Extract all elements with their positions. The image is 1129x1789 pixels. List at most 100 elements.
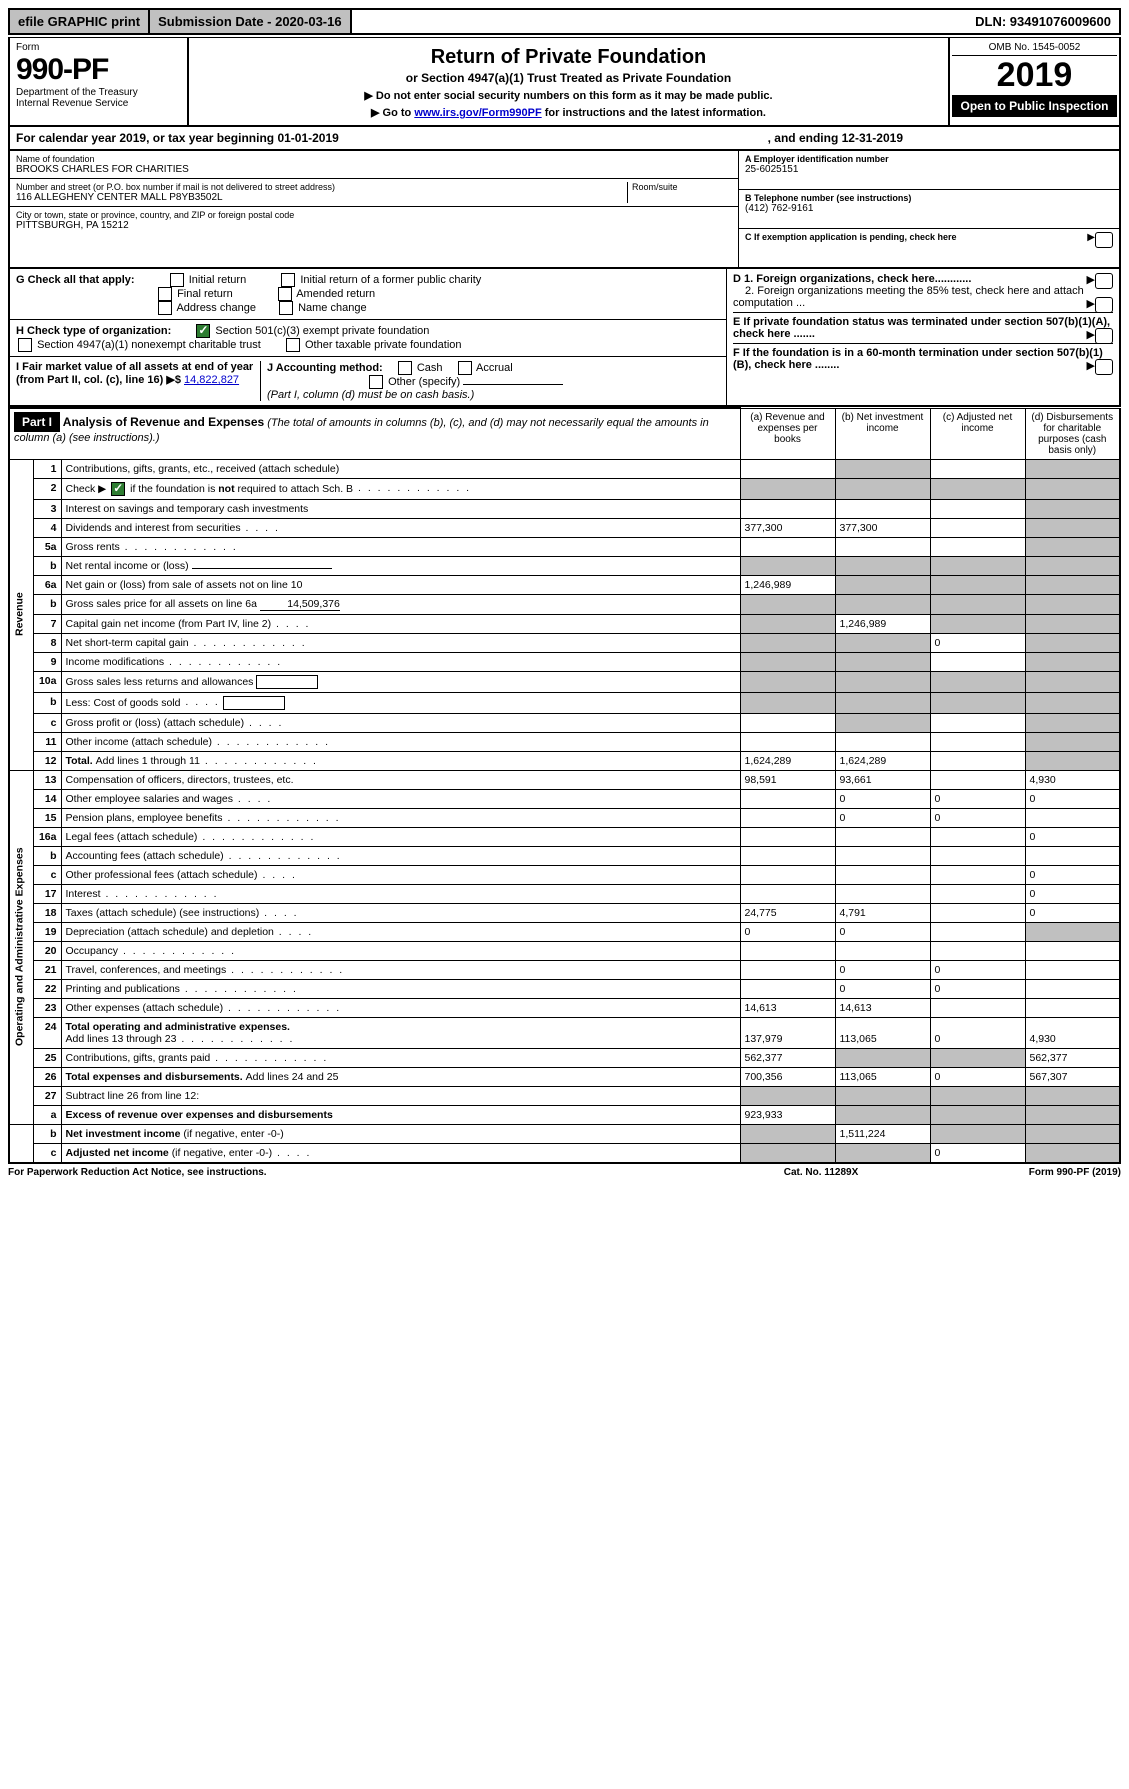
table-row: 2 Check ▶ if the foundation is not requi… xyxy=(9,478,1120,499)
table-row: aExcess of revenue over expenses and dis… xyxy=(9,1105,1120,1124)
60month-checkbox[interactable] xyxy=(1095,359,1113,375)
table-row: 16aLegal fees (attach schedule)0 xyxy=(9,827,1120,846)
table-row: Revenue 1Contributions, gifts, grants, e… xyxy=(9,459,1120,478)
f-row: F If the foundation is in a 60-month ter… xyxy=(733,347,1113,371)
part1-table: Part I Analysis of Revenue and Expenses … xyxy=(8,407,1121,1164)
table-row: 9Income modifications xyxy=(9,652,1120,671)
goto-note: ▶ Go to www.irs.gov/Form990PF for instru… xyxy=(195,106,942,119)
table-row: bGross sales price for all assets on lin… xyxy=(9,594,1120,614)
other-taxable-checkbox[interactable] xyxy=(286,338,300,352)
cat-number: Cat. No. 11289X xyxy=(721,1167,921,1178)
table-row: 6aNet gain or (loss) from sale of assets… xyxy=(9,575,1120,594)
table-row: 25Contributions, gifts, grants paid562,3… xyxy=(9,1048,1120,1067)
fmv-value[interactable]: 14,822,827 xyxy=(184,374,239,386)
table-row: 26Total expenses and disbursements. Add … xyxy=(9,1067,1120,1086)
room-suite-label: Room/suite xyxy=(632,182,732,192)
form-footer-label: Form 990-PF (2019) xyxy=(921,1167,1121,1178)
85pct-checkbox[interactable] xyxy=(1095,297,1113,313)
check-section: G Check all that apply: Initial return I… xyxy=(8,269,1121,407)
sch-b-checkbox[interactable] xyxy=(111,482,125,496)
efile-print-button[interactable]: efile GRAPHIC print xyxy=(10,10,150,33)
phone-row: B Telephone number (see instructions) (4… xyxy=(739,190,1119,229)
cash-checkbox[interactable] xyxy=(398,361,412,375)
entity-block: Name of foundation BROOKS CHARLES FOR CH… xyxy=(8,151,1121,269)
table-row: 3Interest on savings and temporary cash … xyxy=(9,499,1120,518)
irs-link[interactable]: www.irs.gov/Form990PF xyxy=(414,107,541,119)
header-center: Return of Private Foundation or Section … xyxy=(189,38,948,125)
submission-date: Submission Date - 2020-03-16 xyxy=(150,10,352,33)
expenses-side-label: Operating and Administrative Expenses xyxy=(9,770,33,1124)
table-row: 4Dividends and interest from securities3… xyxy=(9,518,1120,537)
foundation-name-row: Name of foundation BROOKS CHARLES FOR CH… xyxy=(10,151,738,179)
city-state-zip: PITTSBURGH, PA 15212 xyxy=(16,220,732,231)
table-row: Operating and Administrative Expenses 13… xyxy=(9,770,1120,789)
paperwork-notice: For Paperwork Reduction Act Notice, see … xyxy=(8,1167,721,1178)
part1-label: Part I xyxy=(14,412,60,432)
header-left: Form 990-PF Department of the Treasury I… xyxy=(10,38,189,125)
city-row: City or town, state or province, country… xyxy=(10,207,738,234)
form-title: Return of Private Foundation xyxy=(195,46,942,69)
ssn-note: ▶ Do not enter social security numbers o… xyxy=(195,89,942,102)
table-row: 19Depreciation (attach schedule) and dep… xyxy=(9,922,1120,941)
other-method-checkbox[interactable] xyxy=(369,375,383,389)
calendar-year-row: For calendar year 2019, or tax year begi… xyxy=(8,127,1121,151)
foundation-name: BROOKS CHARLES FOR CHARITIES xyxy=(16,164,732,175)
foreign-org-checkbox[interactable] xyxy=(1095,273,1113,289)
col-a-header: (a) Revenue and expenses per books xyxy=(740,408,835,459)
table-row: 10aGross sales less returns and allowanc… xyxy=(9,671,1120,692)
part1-title: Analysis of Revenue and Expenses xyxy=(63,415,264,429)
tax-year: 2019 xyxy=(952,56,1117,95)
table-row: 22Printing and publications00 xyxy=(9,979,1120,998)
table-row: 27Subtract line 26 from line 12: xyxy=(9,1086,1120,1105)
col-c-header: (c) Adjusted net income xyxy=(930,408,1025,459)
table-row: bLess: Cost of goods sold xyxy=(9,692,1120,713)
cal-year-end: , and ending 12-31-2019 xyxy=(768,131,903,145)
d-row: D 1. Foreign organizations, check here..… xyxy=(733,273,1113,313)
table-row: bNet investment income (if negative, ent… xyxy=(9,1124,1120,1143)
table-row: 17Interest0 xyxy=(9,884,1120,903)
street-address: 116 ALLEGHENY CENTER MALL P8YB3502L xyxy=(16,192,627,203)
initial-return-checkbox[interactable] xyxy=(170,273,184,287)
501c3-checkbox[interactable] xyxy=(196,324,210,338)
g-row: G Check all that apply: Initial return I… xyxy=(10,269,726,320)
table-row: 8Net short-term capital gain0 xyxy=(9,633,1120,652)
table-row: 18Taxes (attach schedule) (see instructi… xyxy=(9,903,1120,922)
phone-value: (412) 762-9161 xyxy=(745,203,1113,214)
name-change-checkbox[interactable] xyxy=(279,301,293,315)
col-b-header: (b) Net investment income xyxy=(835,408,930,459)
exemption-checkbox[interactable] xyxy=(1095,232,1113,248)
dept-label: Department of the Treasury xyxy=(16,87,181,98)
address-row: Number and street (or P.O. box number if… xyxy=(10,179,738,207)
table-row: 21Travel, conferences, and meetings00 xyxy=(9,960,1120,979)
table-row: 14Other employee salaries and wages000 xyxy=(9,789,1120,808)
table-row: cAdjusted net income (if negative, enter… xyxy=(9,1143,1120,1163)
dln-label: DLN: 93491076009600 xyxy=(352,10,1119,33)
table-row: cGross profit or (loss) (attach schedule… xyxy=(9,713,1120,732)
initial-public-checkbox[interactable] xyxy=(281,273,295,287)
cal-year-begin: For calendar year 2019, or tax year begi… xyxy=(16,131,339,145)
top-bar: efile GRAPHIC print Submission Date - 20… xyxy=(8,8,1121,35)
header-right: OMB No. 1545-0052 2019 Open to Public In… xyxy=(948,38,1119,125)
table-row: 24Total operating and administrative exp… xyxy=(9,1017,1120,1048)
open-public-badge: Open to Public Inspection xyxy=(952,95,1117,117)
table-row: 11Other income (attach schedule) xyxy=(9,732,1120,751)
amended-return-checkbox[interactable] xyxy=(278,287,292,301)
accrual-checkbox[interactable] xyxy=(458,361,472,375)
address-change-checkbox[interactable] xyxy=(158,301,172,315)
terminated-checkbox[interactable] xyxy=(1095,328,1113,344)
h-row: H Check type of organization: Section 50… xyxy=(10,320,726,357)
table-row: cOther professional fees (attach schedul… xyxy=(9,865,1120,884)
table-row: 20Occupancy xyxy=(9,941,1120,960)
col-d-header: (d) Disbursements for charitable purpose… xyxy=(1025,408,1120,459)
table-row: 5aGross rents xyxy=(9,537,1120,556)
form-number: 990-PF xyxy=(16,53,181,87)
final-return-checkbox[interactable] xyxy=(158,287,172,301)
i-j-row: I Fair market value of all assets at end… xyxy=(10,357,726,405)
revenue-side-label: Revenue xyxy=(9,459,33,770)
table-row: 12Total. Add lines 1 through 111,624,289… xyxy=(9,751,1120,770)
footer: For Paperwork Reduction Act Notice, see … xyxy=(8,1164,1121,1178)
table-row: bNet rental income or (loss) xyxy=(9,556,1120,575)
table-row: bAccounting fees (attach schedule) xyxy=(9,846,1120,865)
4947a1-checkbox[interactable] xyxy=(18,338,32,352)
table-row: 7Capital gain net income (from Part IV, … xyxy=(9,614,1120,633)
